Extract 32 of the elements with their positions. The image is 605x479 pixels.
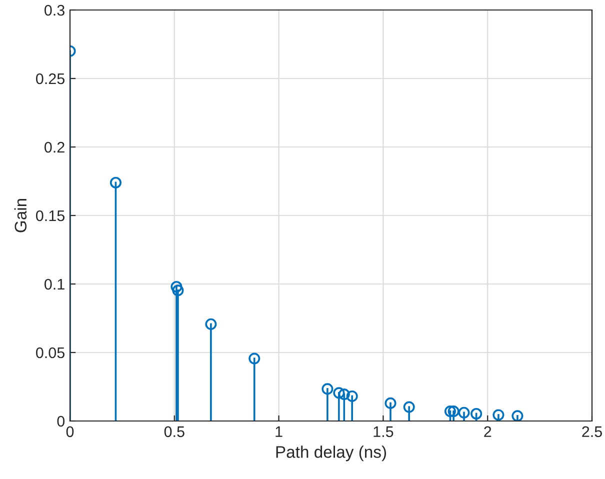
y-axis-title: Gain [14,198,27,232]
point [512,410,524,421]
x-tick-label: 0 [66,426,74,438]
point [384,397,396,409]
point [110,176,122,188]
y-tick-label: 0 [57,416,65,427]
point [333,387,345,399]
point [205,318,217,330]
x-tick-label: 1.5 [374,426,394,438]
y-tick-label: 0.3 [44,4,64,16]
point [172,284,184,296]
y-tick-label: 0.1 [44,278,64,290]
point [458,406,470,418]
point [448,406,460,418]
y-tick-label: 0.15 [36,210,64,222]
y-tick-label: 0.05 [36,347,64,358]
x-axis-title: Path delay (ns) [276,446,386,462]
point [322,383,334,395]
x-tick-label: 1 [276,426,282,437]
point [248,352,260,364]
point [346,390,358,402]
y-tick-label: 0.25 [36,73,64,84]
y-tick-label: 0.2 [44,142,64,153]
point [403,401,415,413]
x-tick-label: 0.5 [164,426,184,438]
point [470,408,482,420]
x-tick-label: 2 [484,426,492,437]
point [170,280,182,293]
point [338,388,350,400]
point [492,409,504,421]
point [444,406,456,418]
x-tick-label: 2.5 [582,426,602,438]
